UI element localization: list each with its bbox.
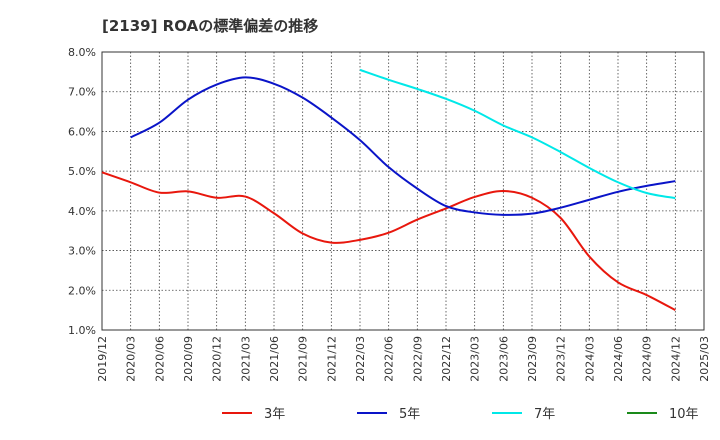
x-tick-label: 2020/06 bbox=[153, 336, 166, 382]
y-tick-label: 6.0% bbox=[68, 125, 96, 138]
legend-label: 3年 bbox=[264, 407, 285, 422]
y-tick-label: 1.0% bbox=[68, 324, 96, 337]
x-tick-label: 2023/03 bbox=[469, 336, 482, 382]
x-tick-label: 2021/06 bbox=[268, 336, 281, 382]
series-group bbox=[101, 68, 676, 312]
x-tick-label: 2023/12 bbox=[555, 336, 568, 382]
x-tick-label: 2024/09 bbox=[641, 336, 654, 382]
x-tick-label: 2022/06 bbox=[383, 336, 396, 382]
y-tick-label: 8.0% bbox=[68, 46, 96, 59]
x-tick-label: 2022/12 bbox=[440, 336, 453, 382]
y-tick-label: 4.0% bbox=[68, 205, 96, 218]
y-axis: 1.0% 2.0% 3.0% 4.0% 5.0% 6.0% 7.0% 8.0% bbox=[68, 46, 96, 337]
legend-label: 5年 bbox=[399, 407, 420, 422]
series-line-7年 bbox=[359, 68, 676, 200]
y-tick-label: 3.0% bbox=[68, 245, 96, 258]
x-tick-label: 2023/06 bbox=[497, 336, 510, 382]
series-line-3年 bbox=[101, 171, 676, 312]
plot-area bbox=[101, 51, 705, 331]
x-tick-label: 2024/03 bbox=[583, 336, 596, 382]
x-tick-label: 2020/12 bbox=[211, 336, 224, 382]
x-axis: 2019/12 2020/03 2020/06 2020/09 2020/12 2021/… bbox=[96, 336, 711, 382]
y-tick-label: 5.0% bbox=[68, 165, 96, 178]
series-line-5年 bbox=[130, 76, 676, 216]
y-tick-label: 2.0% bbox=[68, 284, 96, 297]
x-tick-label: 2021/12 bbox=[325, 336, 338, 382]
x-tick-label: 2022/09 bbox=[411, 336, 424, 382]
y-tick-label: 7.0% bbox=[68, 86, 96, 99]
plot-frame bbox=[101, 51, 705, 331]
legend-label: 7年 bbox=[534, 407, 555, 422]
legend-label: 10年 bbox=[669, 407, 699, 422]
x-tick-label: 2024/12 bbox=[669, 336, 682, 382]
x-tick-label: 2024/06 bbox=[612, 336, 625, 382]
x-tick-label: 2022/03 bbox=[354, 336, 367, 382]
x-tick-label: 2025/03 bbox=[698, 336, 711, 382]
x-tick-label: 2020/09 bbox=[182, 336, 195, 382]
x-tick-label: 2023/09 bbox=[526, 336, 539, 382]
x-tick-label: 2019/12 bbox=[96, 336, 109, 382]
plot-background bbox=[102, 52, 704, 330]
x-tick-label: 2021/03 bbox=[239, 336, 252, 382]
chart-title: [2139] ROAの標準偏差の推移 bbox=[102, 17, 318, 35]
x-tick-label: 2020/03 bbox=[125, 336, 138, 382]
x-tick-label: 2021/09 bbox=[297, 336, 310, 382]
legend: 3年 5年 7年 10年 bbox=[222, 407, 699, 422]
